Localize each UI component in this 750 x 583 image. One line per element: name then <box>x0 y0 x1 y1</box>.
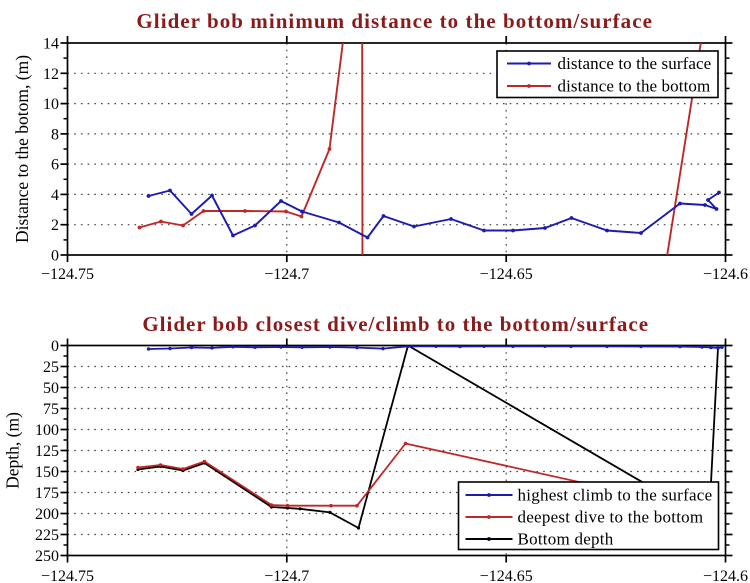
svg-text:75: 75 <box>43 401 59 418</box>
svg-text:−124.7: −124.7 <box>264 568 309 583</box>
svg-text:150: 150 <box>35 464 59 481</box>
svg-text:225: 225 <box>35 527 59 544</box>
svg-text:highest climb to the surface: highest climb to the surface <box>518 486 713 505</box>
svg-text:distance to the surface: distance to the surface <box>558 54 712 73</box>
svg-text:Glider bob closest dive/climb: Glider bob closest dive/climb to the bot… <box>142 312 649 336</box>
svg-text:−124.75: −124.75 <box>41 266 94 283</box>
svg-text:−124.75: −124.75 <box>41 568 94 583</box>
svg-text:250: 250 <box>35 548 59 565</box>
svg-text:−124.7: −124.7 <box>264 266 309 283</box>
svg-text:8: 8 <box>51 126 59 143</box>
svg-text:Distance to the botom, (m): Distance to the botom, (m) <box>12 55 32 243</box>
svg-text:25: 25 <box>43 359 59 376</box>
svg-text:0: 0 <box>51 338 59 355</box>
svg-text:14: 14 <box>43 36 59 53</box>
svg-text:6: 6 <box>51 157 59 174</box>
svg-text:−124.6: −124.6 <box>703 568 748 583</box>
svg-text:0: 0 <box>51 248 59 265</box>
svg-text:2: 2 <box>51 217 59 234</box>
svg-text:175: 175 <box>35 485 59 502</box>
svg-text:125: 125 <box>35 443 59 460</box>
svg-text:deepest dive to the bottom: deepest dive to the bottom <box>518 508 704 527</box>
svg-text:100: 100 <box>35 422 59 439</box>
svg-text:Glider bob minimum distance to: Glider bob minimum distance to the botto… <box>136 9 653 33</box>
svg-text:distance to the bottom: distance to the bottom <box>558 77 711 96</box>
svg-text:4: 4 <box>51 187 59 204</box>
svg-text:−124.65: −124.65 <box>480 568 533 583</box>
svg-text:Bottom depth: Bottom depth <box>518 530 614 549</box>
svg-text:−124.6: −124.6 <box>703 266 748 283</box>
svg-text:12: 12 <box>43 66 59 83</box>
svg-text:−124.65: −124.65 <box>480 266 533 283</box>
svg-text:Depth, (m): Depth, (m) <box>3 412 23 489</box>
svg-text:50: 50 <box>43 380 59 397</box>
svg-text:10: 10 <box>43 96 59 113</box>
svg-text:200: 200 <box>35 506 59 523</box>
